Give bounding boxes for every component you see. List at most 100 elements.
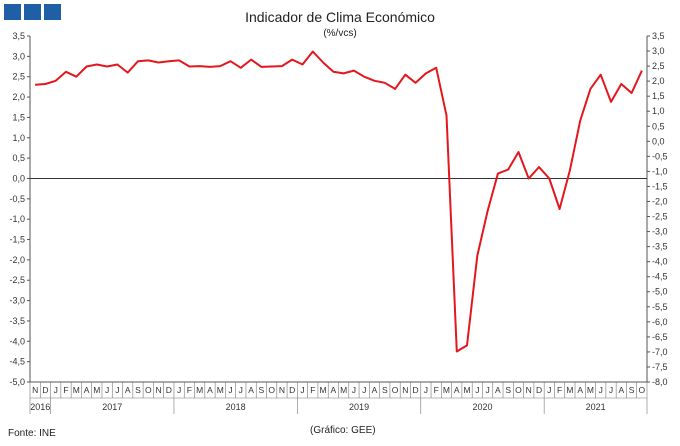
y-tick-label-right: -0,5 <box>652 151 668 161</box>
y-tick-label-right: -7,0 <box>652 347 668 357</box>
data-point <box>353 70 355 72</box>
y-tick-label-left: 3,5 <box>12 31 25 41</box>
x-month-label: A <box>618 385 624 395</box>
x-month-label: M <box>73 385 80 395</box>
y-tick-label-right: 1,0 <box>652 106 665 116</box>
x-month-label: F <box>434 385 439 395</box>
x-month-label: A <box>577 385 583 395</box>
x-month-label: S <box>259 385 265 395</box>
x-month-label: O <box>392 385 399 395</box>
data-point <box>158 61 160 63</box>
x-month-label: J <box>228 385 232 395</box>
y-tick-label-right: 3,0 <box>652 46 665 56</box>
y-tick-label-left: -4,0 <box>9 336 25 346</box>
x-month-label: J <box>609 385 613 395</box>
x-month-label: J <box>115 385 119 395</box>
x-month-label: F <box>557 385 562 395</box>
y-tick-label-right: 2,0 <box>652 76 665 86</box>
x-month-label: J <box>475 385 479 395</box>
data-point <box>209 66 211 68</box>
source-note: Fonte: INE <box>8 428 56 439</box>
x-month-label: D <box>536 385 542 395</box>
x-month-label: A <box>207 385 213 395</box>
y-tick-label-right: -5,0 <box>652 287 668 297</box>
x-month-label: M <box>320 385 327 395</box>
y-tick-label-left: 1,5 <box>12 112 25 122</box>
data-point <box>178 59 180 61</box>
data-point <box>86 66 88 68</box>
data-point <box>188 66 190 68</box>
x-month-label: N <box>155 385 161 395</box>
x-month-label: O <box>515 385 522 395</box>
data-point <box>240 67 242 69</box>
y-tick-label-right: -3,5 <box>652 242 668 252</box>
x-year-label: 2021 <box>586 402 606 412</box>
y-tick-label-right: -6,5 <box>652 332 668 342</box>
x-month-label: F <box>187 385 192 395</box>
x-month-label: M <box>443 385 450 395</box>
x-month-label: A <box>125 385 131 395</box>
y-tick-label-left: -2,5 <box>9 275 25 285</box>
data-point <box>641 70 643 72</box>
data-point <box>631 92 633 94</box>
x-month-label: M <box>340 385 347 395</box>
y-tick-label-left: 2,5 <box>12 72 25 82</box>
y-tick-label-right: -6,0 <box>652 317 668 327</box>
x-month-label: J <box>547 385 551 395</box>
y-tick-label-right: -4,5 <box>652 272 668 282</box>
y-tick-label-right: -5,5 <box>652 302 668 312</box>
data-point <box>168 60 170 62</box>
x-month-label: J <box>105 385 109 395</box>
y-tick-label-left: 1,0 <box>12 133 25 143</box>
x-month-label: A <box>372 385 378 395</box>
x-month-label: N <box>402 385 408 395</box>
logo <box>4 4 61 20</box>
data-point <box>219 65 221 67</box>
data-point <box>579 120 581 122</box>
y-tick-label-right: 0,0 <box>652 136 665 146</box>
data-point <box>456 350 458 352</box>
data-point <box>528 177 530 179</box>
data-point <box>147 59 149 61</box>
logo-box <box>4 4 21 20</box>
data-point <box>302 63 304 65</box>
y-tick-label-left: -3,0 <box>9 296 25 306</box>
x-year-label: 2019 <box>349 402 369 412</box>
chart-subtitle: (%/vcs) <box>323 28 357 39</box>
data-point <box>34 84 36 86</box>
x-month-label: A <box>495 385 501 395</box>
logo-box <box>44 4 61 20</box>
data-point <box>569 169 571 171</box>
x-month-label: N <box>526 385 532 395</box>
x-month-label: D <box>413 385 419 395</box>
y-tick-label-left: -1,0 <box>9 214 25 224</box>
x-month-label: D <box>42 385 48 395</box>
x-month-label: N <box>279 385 285 395</box>
data-point <box>610 101 612 103</box>
data-point <box>343 72 345 74</box>
x-month-label: M <box>93 385 100 395</box>
data-point <box>332 71 334 73</box>
y-tick-label-left: -3,5 <box>9 316 25 326</box>
data-point <box>497 173 499 175</box>
data-point <box>476 255 478 257</box>
data-point <box>517 151 519 153</box>
data-point <box>96 63 98 65</box>
y-tick-label-left: -2,0 <box>9 255 25 265</box>
data-point <box>260 66 262 68</box>
y-tick-label-right: -2,0 <box>652 196 668 206</box>
x-month-label: F <box>310 385 315 395</box>
y-tick-label-right: -3,0 <box>652 227 668 237</box>
x-year-label: 2017 <box>102 402 122 412</box>
x-month-label: O <box>639 385 646 395</box>
x-month-label: J <box>300 385 304 395</box>
data-point <box>65 71 67 73</box>
data-point <box>384 82 386 84</box>
data-point <box>507 169 509 171</box>
data-point <box>322 61 324 63</box>
x-month-label: J <box>424 385 428 395</box>
data-point <box>415 82 417 84</box>
y-tick-label-right: -1,5 <box>652 181 668 191</box>
x-month-label: O <box>268 385 275 395</box>
